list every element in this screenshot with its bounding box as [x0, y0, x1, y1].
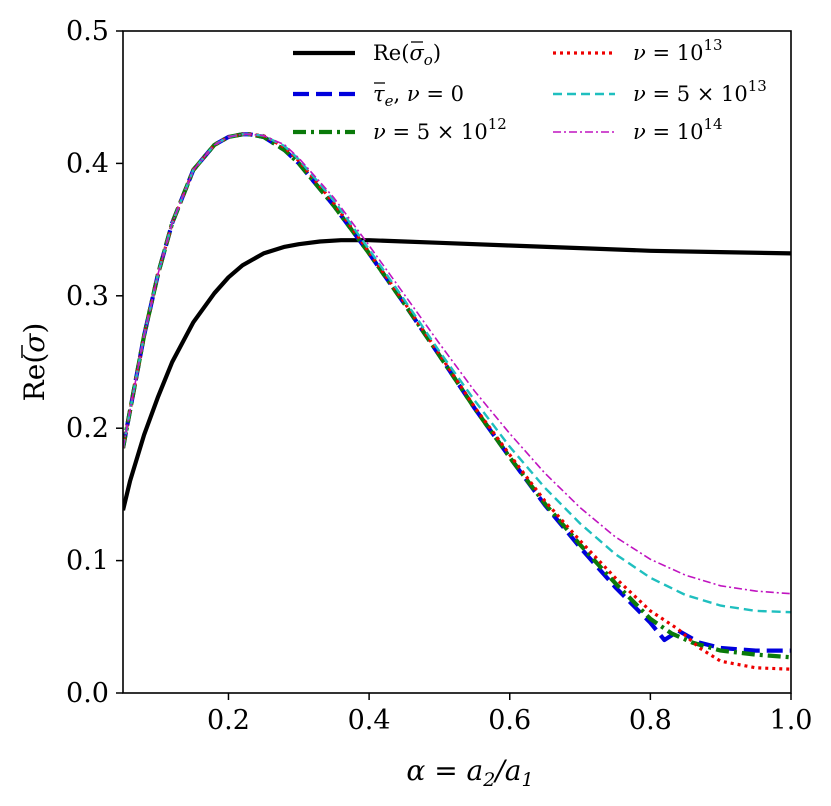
x-tick-label: 0.2 [207, 705, 250, 736]
legend-item-3: ν = 1013 [553, 36, 723, 65]
legend-item-2: ν = 5 × 1012 [293, 115, 507, 144]
series-layer [123, 132, 791, 671]
y-tick-label: 0.0 [66, 678, 109, 709]
legend-item-4: ν = 5 × 1013 [553, 77, 767, 106]
y-tick-label: 0.3 [66, 281, 109, 312]
legend-label-5: ν = 1014 [633, 115, 723, 144]
legend: Re(σo) τe, ν = 0 ν = 5 × 1012 ν = 1013 ν = 5… [293, 36, 767, 144]
series-line-2 [123, 132, 791, 660]
legend-label-2: ν = 5 × 1012 [373, 115, 507, 144]
x-tick-label: 0.8 [629, 705, 672, 736]
legend-item-5: ν = 1014 [553, 115, 723, 144]
y-tick-label: 0.5 [66, 16, 109, 47]
y-axis-title: Re(σ) [18, 323, 51, 402]
y-tick-label: 0.4 [66, 148, 109, 179]
x-tick-label: 0.6 [488, 705, 531, 736]
x-axis-title-sub1: 2 [482, 769, 495, 791]
series-line-5 [123, 133, 791, 595]
series-line-4 [123, 133, 791, 614]
y-tick-label: 0.2 [66, 413, 109, 444]
series-line-0 [123, 238, 791, 511]
x-tick-label: 1.0 [770, 705, 813, 736]
y-axis-title-post: ) [18, 323, 51, 334]
legend-label-1: τe, ν = 0 [373, 82, 464, 110]
legend-item-1: τe, ν = 0 [293, 82, 464, 110]
series-line-1 [123, 132, 791, 653]
ticks-layer: 0.2 0.4 0.6 0.8 1.0 0.0 0.1 0.2 0.3 0.4 0.5 [66, 16, 812, 736]
legend-label-0: Re(σo) [373, 41, 441, 69]
x-tick-label: 0.4 [348, 705, 391, 736]
plot-frame [122, 30, 792, 694]
legend-label-4: ν = 5 × 1013 [633, 77, 767, 106]
legend-item-0: Re(σo) [293, 41, 441, 69]
legend-label-3: ν = 1013 [633, 36, 723, 65]
y-axis-title-sym: σ [18, 333, 51, 353]
series-line-3 [123, 132, 791, 671]
x-axis-title-pre: α = a [406, 754, 483, 787]
x-axis-title-mid: /a [492, 754, 521, 787]
y-axis-title-pre: Re( [18, 353, 51, 402]
x-axis-title-sub2: 1 [522, 769, 534, 791]
x-axis-title: α = a2/a1 [406, 754, 533, 791]
y-tick-label: 0.1 [66, 546, 109, 577]
